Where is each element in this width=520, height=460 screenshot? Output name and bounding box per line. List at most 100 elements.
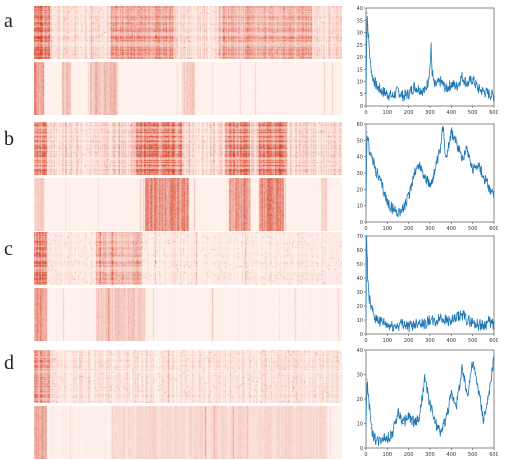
heatmap-d-bottom bbox=[34, 406, 342, 459]
data-point bbox=[493, 95, 495, 97]
data-point bbox=[434, 423, 436, 424]
x-tick-label: 500 bbox=[468, 338, 478, 344]
data-point bbox=[488, 320, 490, 322]
data-point bbox=[413, 423, 415, 424]
plot-frame bbox=[365, 7, 495, 107]
data-point bbox=[408, 93, 410, 95]
y-tick-label: 10 bbox=[357, 204, 363, 210]
x-tick-label: 300 bbox=[425, 110, 435, 116]
data-point bbox=[368, 298, 370, 300]
x-tick-label: 400 bbox=[447, 226, 457, 232]
data-point bbox=[386, 201, 388, 203]
data-point bbox=[413, 85, 415, 87]
data-point bbox=[424, 175, 426, 177]
data-point bbox=[392, 95, 394, 97]
data-point bbox=[450, 83, 452, 85]
data-point bbox=[445, 418, 447, 420]
y-tick-label: 20 bbox=[357, 187, 363, 193]
x-tick-label: 400 bbox=[447, 110, 457, 116]
x-tick-label: 200 bbox=[404, 452, 414, 458]
y-tick-label: 35 bbox=[357, 18, 363, 24]
data-point bbox=[434, 169, 436, 171]
data-point bbox=[418, 418, 420, 420]
x-tick-label: 200 bbox=[404, 338, 414, 344]
data-point bbox=[369, 61, 371, 63]
data-point bbox=[461, 369, 463, 371]
y-tick-label: 0 bbox=[360, 332, 363, 338]
data-point bbox=[429, 319, 431, 321]
data-point bbox=[386, 93, 388, 95]
data-point bbox=[381, 90, 383, 92]
data-point bbox=[461, 313, 463, 315]
data-point bbox=[418, 320, 420, 322]
y-tick-label: 10 bbox=[357, 318, 363, 324]
y-tick-label: 5 bbox=[360, 92, 363, 98]
plot-frame bbox=[365, 123, 495, 223]
x-tick-label: 100 bbox=[383, 110, 393, 116]
heatmap-b-bottom bbox=[34, 178, 342, 231]
data-point bbox=[408, 197, 410, 198]
y-tick-label: 40 bbox=[357, 348, 363, 354]
data-point bbox=[366, 12, 368, 14]
x-tick-label: 100 bbox=[383, 452, 393, 458]
data-point bbox=[488, 185, 490, 187]
data-point bbox=[466, 148, 468, 149]
data-point bbox=[381, 185, 383, 187]
y-tick-label: 40 bbox=[357, 6, 363, 12]
heatmap-a-top bbox=[34, 6, 342, 59]
x-tick-label: 200 bbox=[404, 226, 414, 232]
data-point bbox=[366, 378, 368, 380]
data-point bbox=[440, 432, 442, 434]
y-tick-label: 10 bbox=[357, 422, 363, 428]
data-point bbox=[445, 319, 447, 321]
data-point bbox=[368, 148, 370, 149]
x-tick-label: 400 bbox=[447, 452, 457, 458]
data-point bbox=[392, 208, 394, 210]
data-point bbox=[456, 403, 458, 405]
data-point bbox=[430, 46, 432, 48]
data-point bbox=[456, 143, 458, 145]
line-chart-c: 0 10 20 30 40 50 60 70 0 100 200 300 400 500 600 bbox=[357, 234, 498, 344]
y-tick-label: 60 bbox=[357, 248, 363, 254]
data-point bbox=[472, 361, 474, 363]
data-point bbox=[461, 76, 463, 78]
data-point bbox=[466, 319, 468, 321]
x-tick-label: 0 bbox=[364, 110, 367, 116]
data-point bbox=[365, 93, 367, 95]
data-point bbox=[386, 325, 388, 327]
data-point bbox=[402, 423, 404, 424]
data-point bbox=[378, 319, 380, 321]
data-point bbox=[450, 131, 452, 133]
data-point bbox=[408, 415, 410, 417]
data-point bbox=[397, 211, 399, 213]
data-point bbox=[429, 403, 431, 405]
y-tick-label: 30 bbox=[357, 171, 363, 177]
heatmap-c-bottom bbox=[34, 288, 342, 341]
y-tick-label: 0 bbox=[360, 220, 363, 226]
data-point bbox=[402, 208, 404, 210]
heatmap-a-bottom bbox=[34, 62, 342, 115]
y-tick-label: 10 bbox=[357, 80, 363, 86]
data-point bbox=[433, 85, 435, 87]
data-point bbox=[402, 322, 404, 324]
series-line bbox=[365, 236, 495, 333]
series-line bbox=[365, 354, 495, 446]
x-tick-label: 100 bbox=[383, 338, 393, 344]
data-point bbox=[477, 386, 479, 388]
data-point bbox=[413, 172, 415, 174]
data-point bbox=[445, 88, 447, 90]
data-point bbox=[472, 169, 474, 171]
data-point bbox=[461, 156, 463, 158]
data-point bbox=[431, 71, 433, 73]
x-tick-label: 0 bbox=[364, 338, 367, 344]
data-point bbox=[366, 235, 368, 237]
data-point bbox=[378, 440, 380, 442]
panel-label-c: c bbox=[4, 238, 13, 260]
heatmap-d-top bbox=[34, 350, 342, 403]
data-point bbox=[408, 326, 410, 328]
x-tick-label: 200 bbox=[404, 110, 414, 116]
y-tick-label: 20 bbox=[357, 55, 363, 61]
x-tick-label: 600 bbox=[489, 452, 498, 458]
